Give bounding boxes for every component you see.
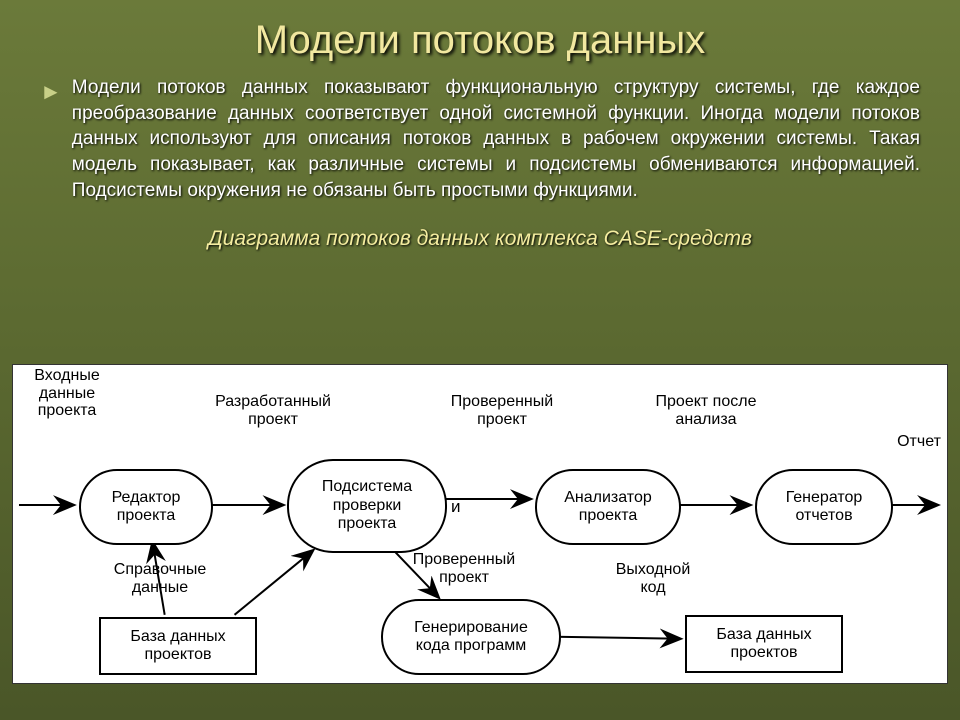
diagram-caption: Диаграмма потоков данных комплекса CASE-…	[0, 227, 960, 251]
slide-root: Модели потоков данных ► Модели потоков д…	[0, 0, 960, 720]
arrow-a_db_chk	[235, 551, 313, 615]
dfd-diagram: и Редакторпроекта Подсистемапроверкипроек…	[12, 364, 948, 684]
flow-label-l_ref: Справочныеданные	[85, 561, 235, 596]
node-db: База данныхпроектов	[99, 617, 257, 675]
flow-label-l_dev: Разработанныйпроект	[193, 393, 353, 428]
flow-label-l_chk2: Проверенныйпроект	[389, 551, 539, 586]
node-codegen: Генерированиекода программ	[381, 599, 561, 675]
bullet-icon: ►	[40, 79, 62, 105]
arrow-a_gen_db2	[556, 637, 680, 639]
body-block: ► Модели потоков данных показывают функц…	[0, 71, 960, 203]
body-text: Модели потоков данных показывают функцио…	[72, 75, 920, 203]
slide-title: Модели потоков данных	[0, 0, 960, 71]
flow-label-l_code: Выходнойкод	[593, 561, 713, 596]
bullet-row: ► Модели потоков данных показывают функц…	[40, 75, 920, 203]
flow-label-l_post: Проект послеанализа	[631, 393, 781, 428]
node-reportgen: Генераторотчетов	[755, 469, 893, 545]
node-db2: База данныхпроектов	[685, 615, 843, 673]
flow-label-l_out: Отчет	[889, 433, 949, 451]
flow-label-l_chk: Проверенныйпроект	[427, 393, 577, 428]
node-analyzer: Анализаторпроекта	[535, 469, 681, 545]
node-checker: Подсистемапроверкипроекта	[287, 459, 447, 553]
connector-i: и	[451, 497, 461, 517]
flow-label-l_in: Входныеданныепроекта	[13, 367, 121, 420]
node-editor: Редакторпроекта	[79, 469, 213, 545]
